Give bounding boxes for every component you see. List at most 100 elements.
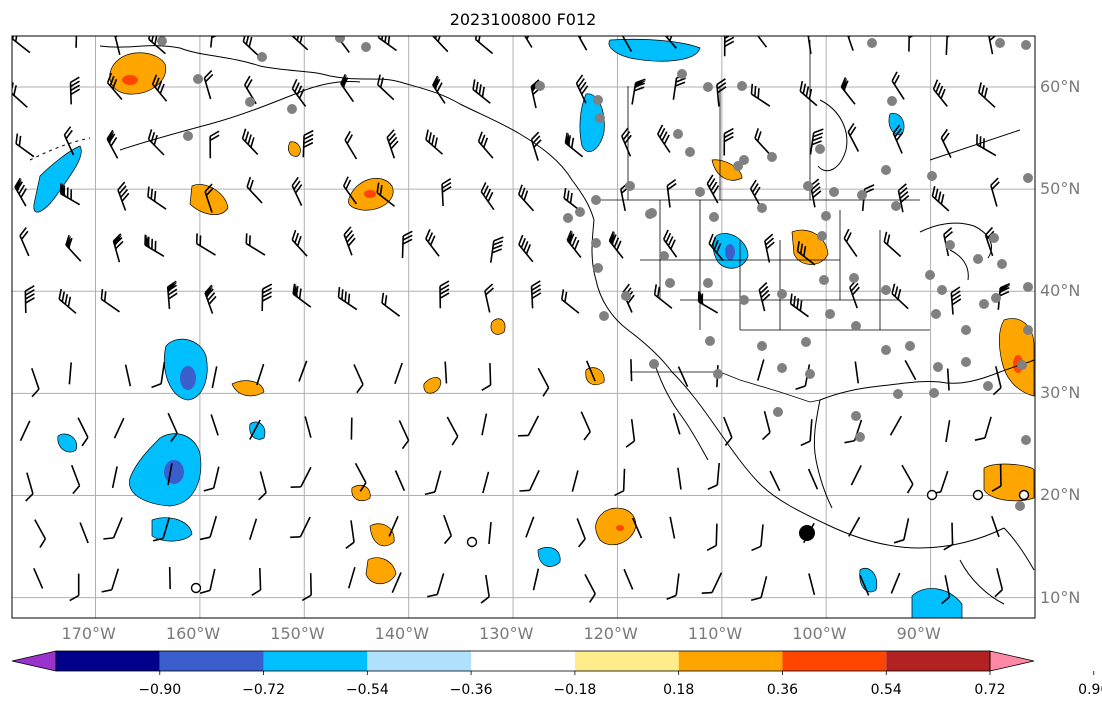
anomaly-patch-negative — [57, 433, 78, 453]
wind-barb — [124, 364, 132, 387]
station-marker — [709, 212, 719, 222]
station-marker — [887, 96, 897, 106]
station-marker — [851, 411, 861, 421]
wind-barb — [147, 129, 165, 156]
station-marker — [989, 233, 999, 243]
colorbar-tick-label: 0.18 — [663, 682, 695, 698]
wind-barb — [425, 229, 440, 257]
station-marker — [1023, 173, 1033, 183]
wind-barb — [517, 184, 535, 212]
wind-barb — [474, 36, 494, 55]
wind-barb — [566, 230, 582, 258]
wind-barb — [166, 280, 178, 309]
wind-barb — [716, 78, 727, 107]
station-marker — [995, 38, 1005, 48]
anomaly-patch-positive — [365, 557, 397, 585]
colorbar-frame — [55, 650, 991, 672]
wind-barb — [248, 518, 258, 541]
wind-barb — [976, 134, 997, 157]
wind-barb — [991, 515, 1000, 538]
wind-barb — [31, 368, 40, 398]
wind-barb — [892, 124, 904, 154]
wind-barb — [883, 231, 902, 258]
wind-barb — [69, 76, 81, 105]
station-marker — [849, 273, 859, 283]
longitude-label: 100°W — [792, 624, 847, 643]
station-marker — [929, 388, 939, 398]
wind-barb — [992, 366, 1002, 396]
wind-barb — [706, 174, 720, 204]
wind-barb — [657, 124, 671, 153]
wind-barb — [117, 181, 130, 211]
wind-barb — [663, 229, 678, 258]
wind-barb — [199, 568, 216, 595]
wind-barb — [298, 360, 308, 382]
anomaly-patch-positive — [490, 318, 506, 335]
wind-barb — [940, 128, 952, 158]
wind-barb — [337, 286, 358, 311]
wind-barb — [758, 282, 771, 312]
wind-barb — [796, 241, 816, 266]
station-marker-open — [190, 582, 202, 594]
wind-barb — [432, 36, 449, 53]
wind-barb — [203, 69, 214, 100]
wind-barb — [376, 182, 395, 207]
wind-barb — [443, 514, 453, 545]
wind-barb — [100, 288, 120, 313]
wind-barb — [889, 415, 902, 436]
wind-barb — [34, 519, 47, 549]
wind-barb — [59, 182, 81, 206]
colorbar-extend-high — [989, 650, 1035, 672]
colorbar-tick-label: −0.90 — [138, 682, 182, 698]
station-marker — [867, 38, 877, 48]
graticule — [12, 36, 1035, 618]
station-marker — [673, 129, 683, 139]
anomaly-patch-positive — [189, 184, 229, 215]
station-marker — [881, 165, 891, 175]
wind-barb — [756, 359, 765, 381]
station-marker — [815, 144, 825, 154]
station-marker — [777, 289, 787, 299]
wind-barb — [809, 128, 824, 155]
wind-barb — [580, 411, 591, 441]
wind-barb — [258, 471, 267, 501]
wind-barb — [15, 133, 35, 158]
station-marker — [961, 357, 971, 367]
station-marker — [905, 341, 915, 351]
station-marker — [857, 190, 867, 200]
latitude-label: 40°N — [1040, 281, 1081, 301]
wind-barb — [439, 280, 450, 309]
wind-barb — [482, 471, 490, 494]
station-markers — [157, 36, 1033, 594]
station-marker — [621, 291, 631, 301]
wind-barb — [631, 517, 643, 539]
wind-barb — [806, 36, 817, 55]
wind-barb — [204, 183, 214, 213]
station-marker — [733, 161, 743, 171]
station-marker-open — [972, 489, 984, 501]
wind-barb — [245, 233, 266, 256]
wind-barb — [481, 413, 488, 436]
latitude-label: 60°N — [1040, 77, 1081, 97]
station-marker — [777, 363, 787, 373]
wind-barb — [376, 74, 395, 101]
wind-barb — [893, 518, 910, 544]
latitude-label: 30°N — [1040, 383, 1081, 403]
wind-barb — [291, 78, 307, 107]
wind-barb — [152, 517, 171, 542]
wind-barb — [113, 417, 125, 439]
wind-barb — [653, 284, 673, 309]
wind-barb — [891, 71, 905, 100]
anomaly-core-positive — [364, 190, 376, 198]
wind-barb — [111, 466, 118, 489]
wind-barb — [621, 127, 632, 157]
anomaly-patch-positive — [288, 141, 301, 157]
station-marker — [891, 201, 901, 211]
wind-barb — [347, 566, 356, 589]
station-marker — [825, 309, 835, 319]
longitude-label: 120°W — [583, 624, 638, 643]
station-marker — [997, 259, 1007, 269]
wind-barb — [950, 286, 962, 315]
wind-barb — [472, 79, 491, 104]
wind-barb — [677, 366, 689, 387]
